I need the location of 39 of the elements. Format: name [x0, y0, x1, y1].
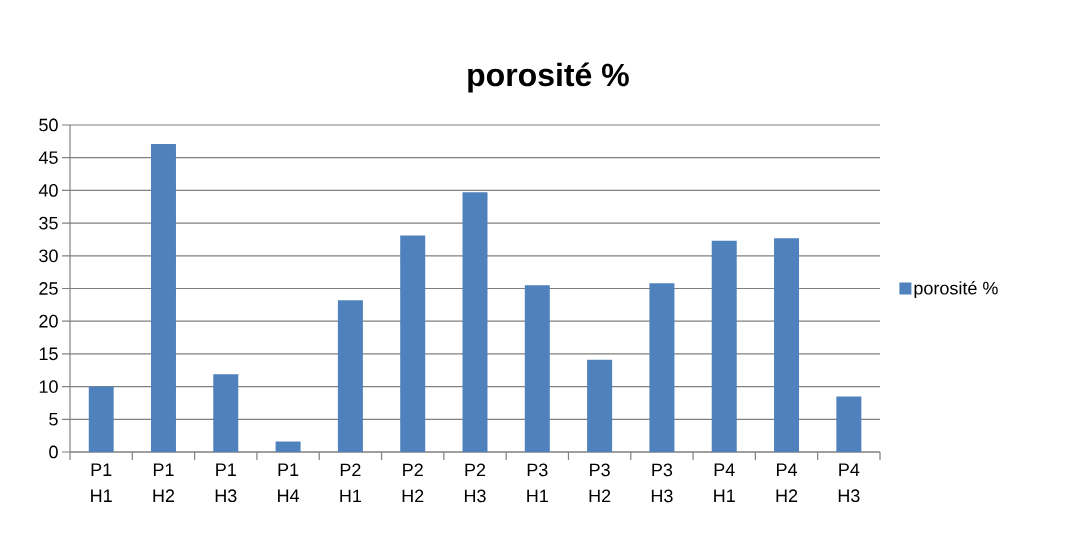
legend-label: porosité %	[914, 281, 998, 299]
bar	[649, 283, 675, 452]
x-tick-label: P3 H3	[651, 463, 673, 503]
y-tick-label: 40	[38, 184, 58, 197]
bar	[462, 192, 488, 452]
bar	[587, 359, 613, 452]
bar	[275, 441, 301, 452]
x-tick-label: P1 H3	[215, 463, 237, 503]
y-tick-label: 15	[39, 347, 58, 361]
x-tick-label: P3 H2	[589, 463, 611, 503]
chart-title: porosité %	[468, 62, 629, 93]
bar	[88, 386, 114, 452]
y-tick-label: 0	[49, 445, 58, 459]
y-tick-label: 5	[49, 413, 58, 426]
x-tick-label: P1 H2	[153, 463, 175, 502]
bar	[150, 143, 176, 452]
bar	[400, 235, 426, 452]
y-tick-label: 20	[39, 314, 58, 328]
y-tick-label: 30	[39, 249, 58, 263]
y-tick-label: 50	[39, 118, 58, 132]
x-tick-label: P2 H2	[402, 463, 424, 503]
x-tick-label: P2 H1	[340, 463, 362, 503]
x-tick-label: P3 H1	[527, 463, 548, 503]
x-tick-label: P4 H3	[838, 463, 860, 503]
bar	[213, 374, 239, 452]
x-tick-label: P4 H1	[714, 463, 735, 502]
x-tick-label: P1 H1	[91, 463, 112, 502]
bar	[774, 238, 800, 452]
y-tick-label: 10	[39, 380, 58, 393]
bar	[836, 396, 862, 452]
y-tick-label: 25	[39, 282, 58, 295]
bar	[524, 285, 550, 452]
x-tick-label: P2 H3	[464, 463, 486, 503]
y-tick-label: 45	[38, 151, 58, 164]
x-tick-label: P1 H4	[278, 463, 300, 502]
x-tick-label: P4 H2	[776, 463, 798, 502]
bar	[337, 300, 363, 452]
y-tick-label: 35	[39, 216, 58, 230]
bar	[711, 240, 737, 452]
